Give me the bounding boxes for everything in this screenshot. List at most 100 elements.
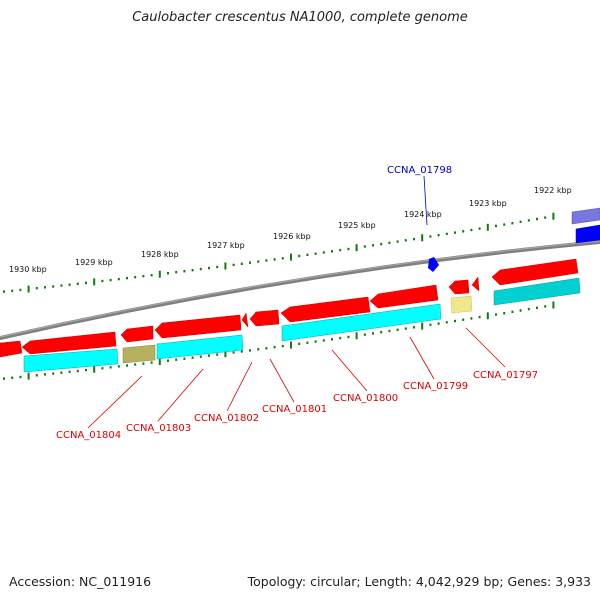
minor-tick bbox=[331, 338, 333, 341]
leader-line bbox=[157, 368, 204, 422]
minor-tick bbox=[257, 260, 260, 263]
minor-tick bbox=[68, 370, 71, 373]
kbp-label: 1928 kbp bbox=[141, 250, 179, 259]
leader-line bbox=[409, 336, 435, 380]
minor-tick bbox=[101, 367, 104, 370]
reverse-strand bbox=[23, 277, 581, 373]
minor-tick bbox=[454, 319, 456, 323]
gene-arrow-forward[interactable] bbox=[491, 258, 579, 286]
minor-tick bbox=[462, 318, 465, 321]
minor-tick bbox=[240, 262, 243, 265]
gene-block-reverse-pseudo[interactable] bbox=[450, 295, 473, 314]
leader-line bbox=[226, 361, 253, 412]
gene-block-reverse[interactable] bbox=[23, 348, 119, 373]
gene-label[interactable]: CCNA_01804 bbox=[56, 430, 121, 441]
minor-tick bbox=[503, 223, 506, 226]
minor-tick bbox=[536, 306, 538, 309]
gene-block-right-blue[interactable] bbox=[575, 224, 600, 244]
kbp-label: 1924 kbp bbox=[404, 210, 442, 219]
outer-ticks bbox=[3, 212, 555, 293]
minor-tick bbox=[117, 365, 120, 368]
minor-tick bbox=[396, 328, 399, 331]
backbone-highlight bbox=[0, 240, 600, 338]
gene-arrow-highlight[interactable] bbox=[428, 257, 439, 272]
minor-tick bbox=[413, 326, 415, 329]
major-tick bbox=[355, 332, 358, 340]
minor-tick bbox=[470, 317, 473, 320]
major-tick bbox=[27, 372, 30, 380]
gene-arrow-forward[interactable] bbox=[369, 284, 439, 309]
gene-arrow-forward[interactable] bbox=[471, 276, 480, 292]
inner-ticks bbox=[3, 301, 555, 380]
minor-tick bbox=[273, 346, 276, 349]
gene-label[interactable]: CCNA_01797 bbox=[473, 370, 538, 381]
minor-tick bbox=[216, 265, 219, 269]
minor-tick bbox=[175, 358, 178, 361]
minor-tick bbox=[126, 276, 128, 280]
minor-tick bbox=[109, 278, 112, 282]
kbp-label: 1926 kbp bbox=[273, 232, 311, 241]
minor-tick bbox=[404, 239, 407, 242]
minor-tick bbox=[380, 331, 383, 334]
minor-tick bbox=[101, 279, 104, 283]
gene-label[interactable]: CCNA_01798 bbox=[387, 165, 452, 176]
leader-line bbox=[465, 327, 506, 368]
gene-arrow-forward[interactable] bbox=[448, 279, 470, 295]
minor-tick bbox=[445, 321, 448, 324]
minor-tick bbox=[478, 227, 481, 230]
gene-arrow-forward[interactable] bbox=[241, 312, 249, 328]
minor-tick bbox=[76, 369, 79, 373]
gene-block-reverse[interactable] bbox=[156, 334, 244, 360]
minor-tick bbox=[19, 288, 22, 292]
minor-tick bbox=[126, 364, 128, 367]
minor-tick bbox=[232, 351, 235, 354]
minor-tick bbox=[281, 257, 284, 260]
gene-label[interactable]: CCNA_01800 bbox=[333, 393, 398, 404]
gene-arrow-forward[interactable] bbox=[154, 314, 242, 339]
gene-arrow-forward[interactable] bbox=[280, 296, 371, 323]
minor-tick bbox=[265, 347, 268, 350]
gene-arrow-forward[interactable] bbox=[21, 331, 117, 355]
major-tick bbox=[158, 358, 161, 366]
leader-line bbox=[87, 375, 143, 429]
minor-tick bbox=[347, 247, 350, 251]
gene-block-reverse[interactable] bbox=[281, 303, 442, 342]
minor-tick bbox=[470, 228, 473, 232]
gene-block-reverse-pseudo[interactable] bbox=[122, 344, 156, 364]
accession-text: Accession: NC_011916 bbox=[9, 574, 152, 589]
major-tick bbox=[93, 365, 96, 373]
minor-tick bbox=[52, 285, 55, 288]
gene-arrow-forward[interactable] bbox=[120, 325, 154, 343]
major-tick bbox=[224, 262, 227, 270]
minor-tick bbox=[19, 375, 22, 379]
minor-tick bbox=[142, 275, 145, 278]
minor-tick bbox=[199, 355, 202, 358]
minor-tick bbox=[544, 216, 547, 219]
gene-label[interactable]: CCNA_01803 bbox=[126, 423, 191, 434]
minor-tick bbox=[109, 366, 112, 369]
minor-tick bbox=[240, 350, 243, 353]
gene-labels: CCNA_01804 CCNA_01803 CCNA_01802 CCNA_01… bbox=[56, 165, 538, 441]
gene-block-right-purple[interactable] bbox=[571, 207, 600, 225]
minor-tick bbox=[298, 254, 301, 258]
major-tick bbox=[421, 234, 424, 242]
gene-label[interactable]: CCNA_01802 bbox=[194, 413, 259, 424]
major-tick bbox=[552, 212, 555, 220]
gene-arrow-forward[interactable] bbox=[249, 309, 280, 327]
minor-tick bbox=[511, 310, 514, 313]
minor-tick bbox=[363, 333, 366, 336]
gene-label[interactable]: CCNA_01799 bbox=[403, 381, 468, 392]
gene-arrow-forward[interactable] bbox=[0, 340, 23, 358]
minor-tick bbox=[306, 341, 309, 344]
kbp-label: 1930 kbp bbox=[9, 265, 47, 274]
gene-block-reverse[interactable] bbox=[493, 277, 581, 306]
gene-label[interactable]: CCNA_01801 bbox=[262, 404, 327, 415]
minor-tick bbox=[257, 348, 260, 351]
minor-tick bbox=[527, 219, 530, 222]
minor-tick bbox=[388, 329, 391, 333]
minor-tick bbox=[3, 377, 5, 380]
label-leaders bbox=[87, 327, 506, 429]
minor-tick bbox=[339, 336, 342, 340]
major-tick bbox=[27, 285, 30, 293]
